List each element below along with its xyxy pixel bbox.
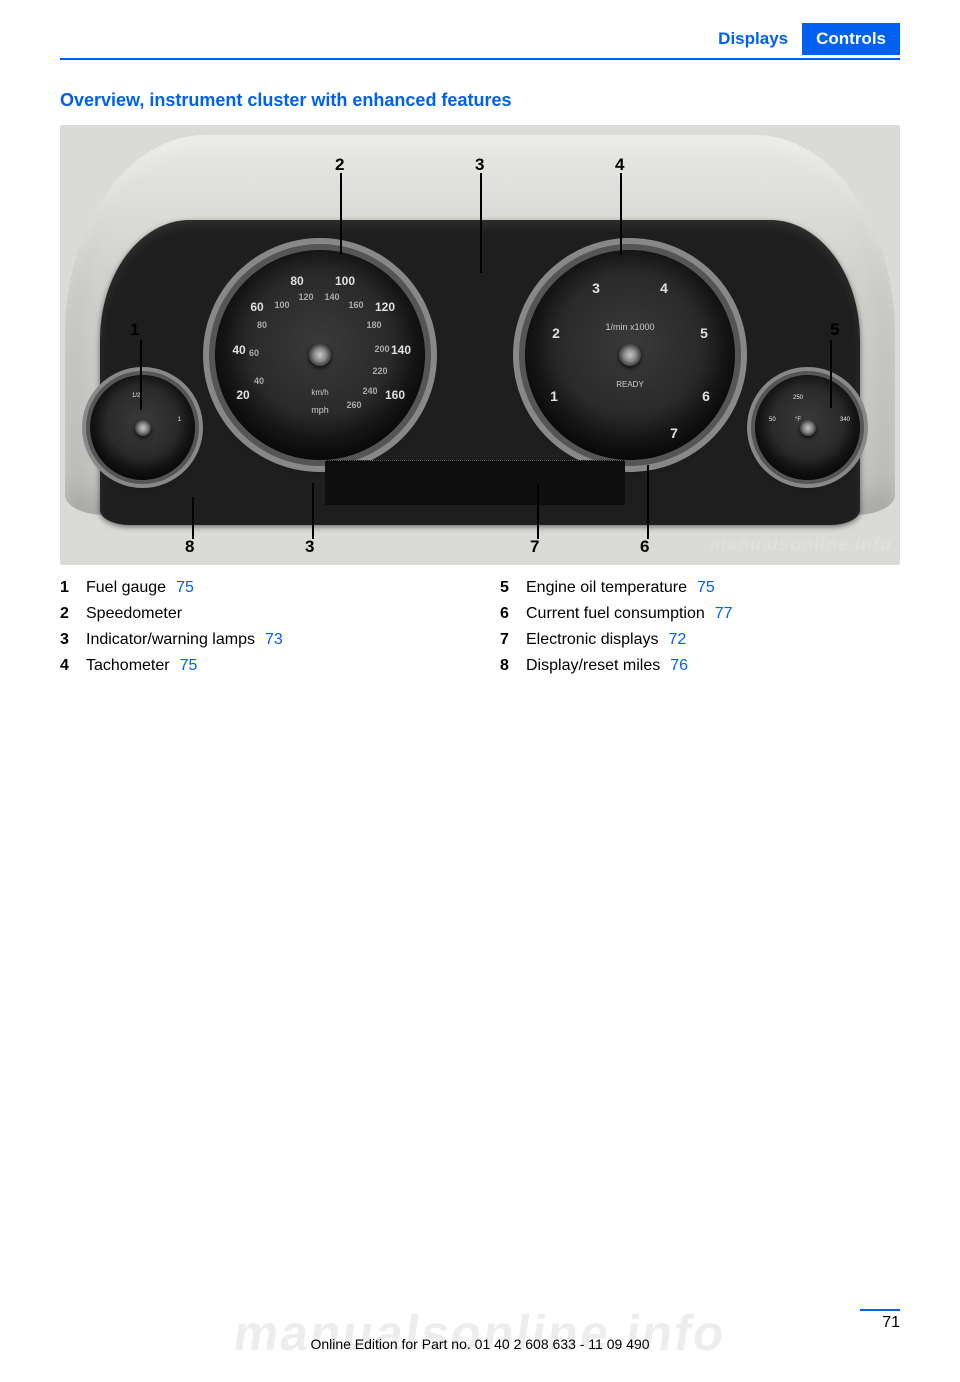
callout-leader (480, 173, 482, 273)
legend-text: Tachometer (86, 657, 170, 675)
legend-text: Engine oil temperature (526, 579, 687, 597)
callout-label: 7 (530, 537, 539, 557)
gauge-tachometer: 1 2 3 4 5 6 7 1/min x1000 READY (525, 250, 735, 460)
page-ref-link[interactable]: 73 (265, 631, 283, 649)
legend: 1Fuel gauge752Speedometer3Indicator/warn… (60, 579, 900, 683)
tab-displays[interactable]: Displays (704, 23, 802, 55)
legend-row: 8Display/reset miles 76 (500, 657, 900, 675)
gauge-speedometer: 20 40 60 80 100 120 140 160 40 60 80 100… (215, 250, 425, 460)
page-number: 71 (860, 1309, 900, 1332)
figure-instrument-cluster: 20 40 60 80 100 120 140 160 40 60 80 100… (60, 125, 900, 565)
legend-num: 2 (60, 605, 86, 623)
callout-leader (830, 340, 832, 408)
footer-edition: Online Edition for Part no. 01 40 2 608 … (0, 1336, 960, 1352)
callout-label: 3 (475, 155, 484, 175)
legend-row: 7Electronic displays 72 (500, 631, 900, 649)
callout-label: 4 (615, 155, 624, 175)
section-title: Overview, instrument cluster with enhanc… (60, 90, 900, 111)
legend-num: 5 (500, 579, 526, 597)
legend-text: Fuel gauge (86, 579, 166, 597)
callout-leader (192, 497, 194, 539)
legend-num: 6 (500, 605, 526, 623)
legend-num: 4 (60, 657, 86, 675)
callout-leader (140, 340, 142, 410)
callout-label: 6 (640, 537, 649, 557)
legend-row: 4Tachometer 75 (60, 657, 460, 675)
gauge-fuel: 1/2 1 (90, 375, 195, 480)
legend-num: 7 (500, 631, 526, 649)
callout-leader (312, 483, 314, 539)
callout-leader (620, 173, 622, 255)
page-ref-link[interactable]: 75 (180, 657, 198, 675)
callout-label: 2 (335, 155, 344, 175)
header-tabs: Displays Controls (60, 20, 900, 60)
legend-row: 3Indicator/warning lamps 73 (60, 631, 460, 649)
legend-text: Electronic displays (526, 631, 659, 649)
callout-label: 5 (830, 320, 839, 340)
page-ref-link[interactable]: 77 (715, 605, 733, 623)
watermark-main: manualsonline.info (0, 1304, 960, 1362)
callout-label: 3 (305, 537, 314, 557)
gauge-oil-temp: 250 340 50 °F (755, 375, 860, 480)
tab-controls[interactable]: Controls (802, 23, 900, 55)
legend-text: Indicator/warning lamps (86, 631, 255, 649)
callout-leader (647, 465, 649, 539)
legend-row: 2Speedometer (60, 605, 460, 623)
callout-leader (340, 173, 342, 255)
legend-num: 3 (60, 631, 86, 649)
legend-text: Current fuel consumption (526, 605, 705, 623)
electronic-display-panel (325, 460, 625, 505)
legend-num: 8 (500, 657, 526, 675)
legend-row: 6Current fuel consumption 77 (500, 605, 900, 623)
callout-leader (537, 483, 539, 539)
callout-label: 8 (185, 537, 194, 557)
page-ref-link[interactable]: 72 (669, 631, 687, 649)
page-ref-link[interactable]: 75 (176, 579, 194, 597)
callout-label: 1 (130, 320, 139, 340)
page-ref-link[interactable]: 76 (670, 657, 688, 675)
page-ref-link[interactable]: 75 (697, 579, 715, 597)
legend-text: Speedometer (86, 605, 182, 623)
legend-num: 1 (60, 579, 86, 597)
legend-row: 5Engine oil temperature 75 (500, 579, 900, 597)
legend-text: Display/reset miles (526, 657, 660, 675)
legend-row: 1Fuel gauge 75 (60, 579, 460, 597)
watermark-figure: manualsonline.info (709, 534, 894, 555)
